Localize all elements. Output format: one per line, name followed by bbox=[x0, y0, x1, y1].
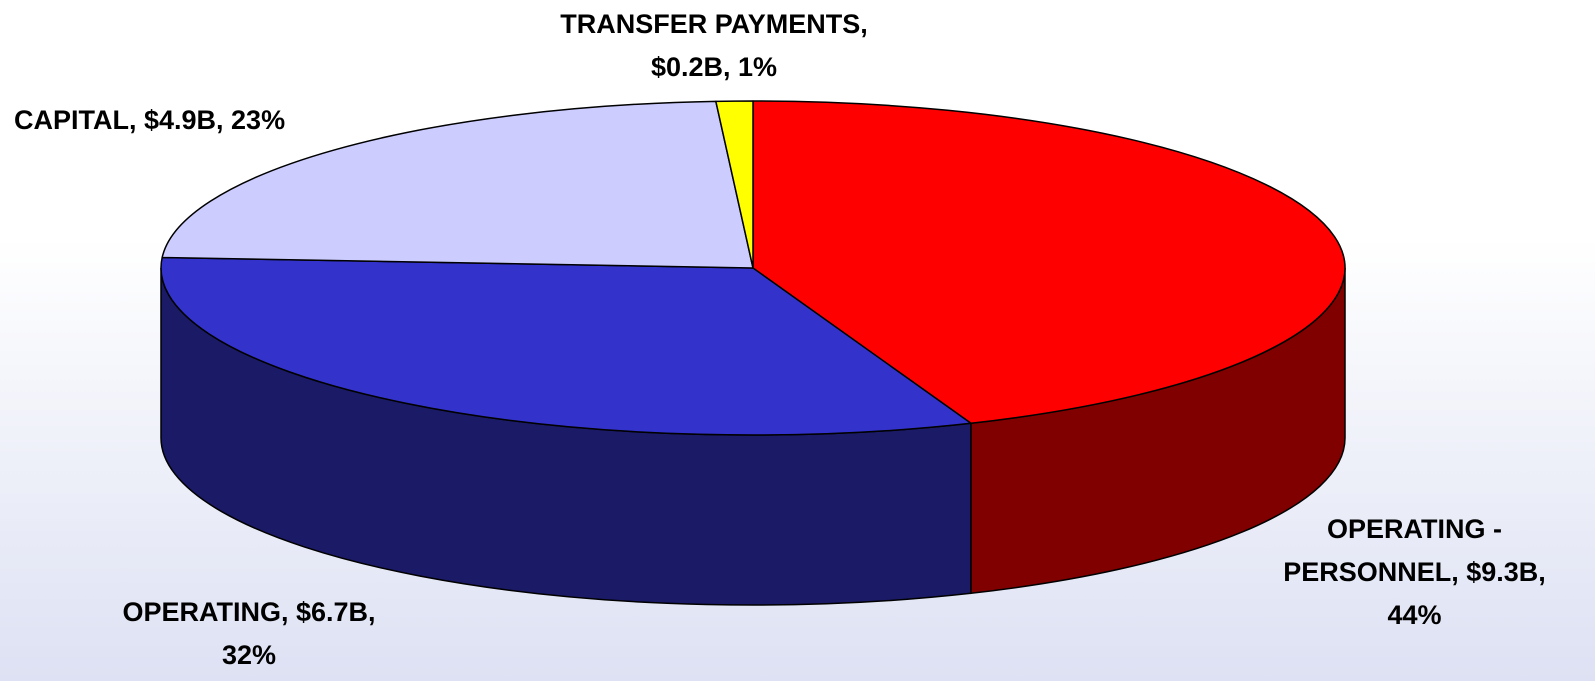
data-label: CAPITAL, $4.9B, 23% bbox=[14, 105, 286, 135]
slice bbox=[752, 100, 1346, 425]
slice bbox=[161, 100, 754, 269]
data-label: OPERATING - PERSONNEL, $9.3B, 44% bbox=[1283, 514, 1546, 630]
data-label: TRANSFER PAYMENTS, $0.2B, 1% bbox=[560, 9, 868, 82]
slice bbox=[715, 100, 754, 269]
data-label: OPERATING, $6.7B, 32% bbox=[122, 597, 376, 670]
slice bbox=[160, 256, 972, 436]
